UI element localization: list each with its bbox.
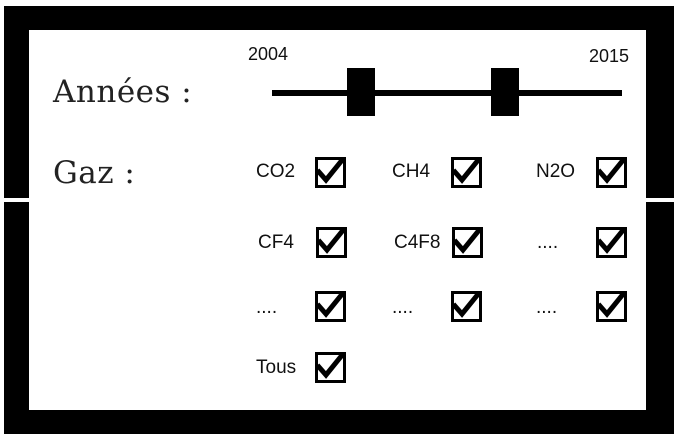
- border-notch-right: [646, 198, 674, 202]
- gas-label-co2: CO2: [256, 161, 296, 182]
- checkmark-icon: [315, 352, 346, 379]
- checkmark-icon: [451, 291, 482, 318]
- checkmark-icon: [452, 227, 483, 254]
- checkmark-icon: [315, 291, 346, 318]
- year-range-slider-track[interactable]: [272, 90, 622, 96]
- gas-label-n2o: N2O: [536, 161, 576, 182]
- gas-checkbox-all[interactable]: [315, 352, 346, 383]
- gas-label-other-2: ....: [256, 297, 278, 318]
- checkmark-icon: [451, 157, 482, 184]
- border-notch-left: [4, 198, 29, 202]
- gas-checkbox-cf4[interactable]: [316, 227, 347, 258]
- gas-checkbox-other-4[interactable]: [596, 291, 627, 322]
- gas-label-other-4: ....: [536, 297, 558, 318]
- gas-label-other-3: ....: [392, 297, 414, 318]
- gas-checkbox-c4f8[interactable]: [452, 227, 483, 258]
- checkmark-icon: [596, 157, 627, 184]
- gas-label-c4f8: C4F8: [394, 232, 441, 253]
- year-range-end-handle[interactable]: [491, 68, 519, 116]
- gas-checkbox-other-2[interactable]: [315, 291, 346, 322]
- gas-label-other-1: ....: [537, 232, 559, 253]
- checkmark-icon: [596, 227, 627, 254]
- gases-label: Gaz :: [53, 155, 136, 191]
- gas-checkbox-other-1[interactable]: [596, 227, 627, 258]
- years-label: Années :: [53, 74, 193, 110]
- checkmark-icon: [316, 227, 347, 254]
- gas-checkbox-other-3[interactable]: [451, 291, 482, 322]
- checkmark-icon: [596, 291, 627, 318]
- year-range-start-handle[interactable]: [347, 68, 375, 116]
- year-min-label: 2004: [248, 44, 289, 64]
- gas-checkbox-co2[interactable]: [315, 157, 346, 188]
- checkmark-icon: [315, 157, 346, 184]
- gas-label-all: Tous: [256, 357, 297, 378]
- gas-checkbox-n2o[interactable]: [596, 157, 627, 188]
- year-max-label: 2015: [589, 46, 630, 66]
- gas-label-cf4: CF4: [258, 232, 294, 253]
- gas-checkbox-ch4[interactable]: [451, 157, 482, 188]
- gas-label-ch4: CH4: [392, 161, 431, 182]
